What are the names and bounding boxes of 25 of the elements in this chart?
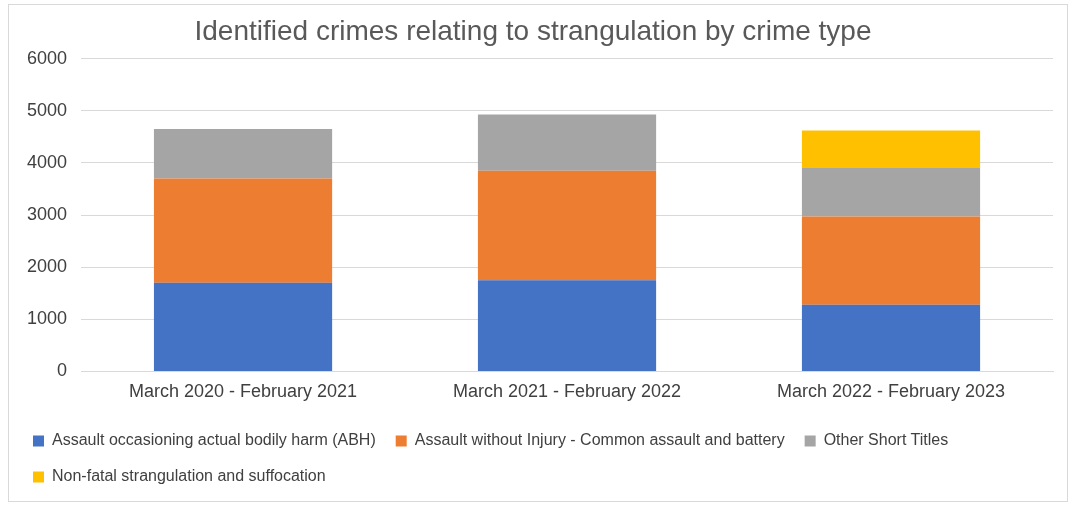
bar: [801, 216, 981, 305]
legend-label: Non-fatal strangulation and suffocation: [52, 467, 326, 485]
bar: [477, 170, 657, 281]
y-tick-label: 3000: [27, 203, 68, 224]
bar: [153, 128, 333, 179]
legend-label: Other Short Titles: [823, 431, 949, 449]
y-tick-label: 4000: [27, 151, 68, 172]
bar: [801, 168, 981, 217]
y-tick-label: 5000: [27, 99, 68, 120]
legend-label: Assault without Injury - Common assault and battery: [414, 431, 785, 449]
bar: [477, 280, 657, 371]
legend-label: Assault occasioning actual bodily harm (ABH): [52, 431, 376, 449]
x-tick-label: March 2020 - February 2021: [128, 381, 358, 402]
x-tick-label: March 2022 - February 2023: [776, 381, 1006, 402]
bar: [153, 178, 333, 283]
y-tick-label: 2000: [27, 256, 68, 277]
y-tick-label: 6000: [27, 47, 68, 68]
bar: [477, 114, 657, 171]
y-tick-label: 0: [57, 360, 68, 381]
x-tick-label: March 2021 - February 2022: [452, 381, 682, 402]
chart-title: Identified crimes relating to strangulation by crime type: [194, 14, 872, 46]
y-tick-label: 1000: [27, 308, 68, 329]
bar: [801, 130, 981, 169]
bar: [153, 282, 333, 371]
bar: [801, 304, 981, 371]
